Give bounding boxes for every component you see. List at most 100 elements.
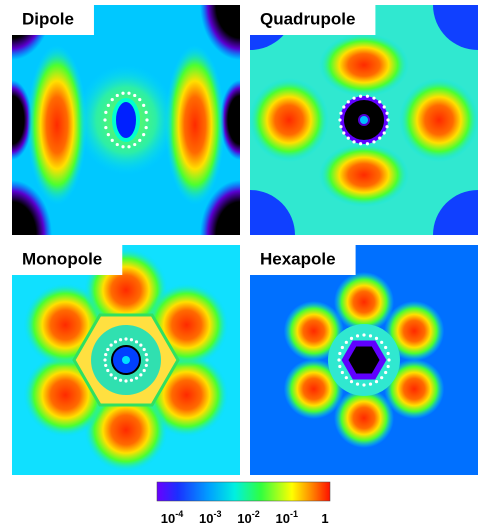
- dot: [127, 92, 130, 95]
- dot: [145, 126, 148, 129]
- dot: [145, 353, 148, 356]
- dot: [110, 344, 113, 347]
- dot: [347, 137, 350, 140]
- dot: [352, 140, 355, 143]
- dot: [366, 95, 369, 98]
- dot: [342, 131, 345, 134]
- dot: [127, 145, 130, 148]
- tick-base: 10: [237, 511, 251, 526]
- dot: [352, 97, 355, 100]
- dot: [135, 340, 138, 343]
- core-center: [359, 115, 369, 125]
- panel-label: Hexapole: [260, 249, 336, 268]
- dot: [350, 380, 353, 383]
- core: [345, 344, 383, 377]
- dot: [116, 143, 119, 146]
- dot: [124, 337, 127, 340]
- dot: [387, 365, 390, 368]
- dot: [383, 131, 386, 134]
- dot: [145, 364, 148, 367]
- dot: [133, 94, 136, 97]
- field-map: [250, 245, 478, 475]
- tick-base: 10: [161, 511, 175, 526]
- core-center: [122, 356, 130, 364]
- field-lobe: [334, 272, 394, 332]
- dot: [130, 379, 133, 382]
- dot: [104, 353, 107, 356]
- field-lobe: [319, 143, 409, 207]
- dot: [341, 346, 344, 349]
- dot: [375, 380, 378, 383]
- field-lobe: [399, 78, 479, 162]
- dot: [341, 371, 344, 374]
- dot: [386, 118, 389, 121]
- colorbar-tick-label: 10-1: [276, 509, 298, 526]
- dot: [111, 139, 114, 142]
- dot: [143, 348, 146, 351]
- colorbar-tick-label: 1: [321, 511, 328, 526]
- dot: [380, 341, 383, 344]
- dot: [104, 364, 107, 367]
- dot: [362, 383, 365, 386]
- dot: [114, 340, 117, 343]
- colorbar-tick-label: 10-4: [161, 509, 183, 526]
- figure: Dipole Quadrupole Monopole Hexapole 10-4 10-3…: [0, 0, 487, 531]
- dot: [372, 97, 375, 100]
- dot: [339, 112, 342, 115]
- colorbar: [157, 482, 330, 501]
- dot: [359, 95, 362, 98]
- dot: [378, 100, 381, 103]
- dot: [139, 344, 142, 347]
- tick-base: 10: [199, 511, 213, 526]
- dot: [362, 333, 365, 336]
- dot: [142, 133, 145, 136]
- panel-label: Monopole: [22, 249, 102, 268]
- field-map: [205, 0, 487, 280]
- dot: [375, 337, 378, 340]
- dot: [338, 118, 341, 121]
- colorbar-tick-label: 10-2: [237, 509, 259, 526]
- dot: [143, 369, 146, 372]
- tick-exponent: -2: [252, 509, 260, 519]
- dot: [138, 98, 141, 101]
- dot: [345, 341, 348, 344]
- dot: [124, 379, 127, 382]
- dot: [121, 145, 124, 148]
- dot: [383, 105, 386, 108]
- field-lobe: [334, 388, 394, 448]
- dot: [121, 92, 124, 95]
- dot: [145, 111, 148, 114]
- dot: [356, 334, 359, 337]
- dot: [372, 140, 375, 143]
- dot: [107, 104, 110, 107]
- dot: [119, 379, 122, 382]
- field-lobe: [249, 78, 329, 162]
- dot: [369, 334, 372, 337]
- panel-label: Quadrupole: [260, 9, 355, 28]
- dot: [345, 376, 348, 379]
- dot: [145, 358, 148, 361]
- dot: [116, 94, 119, 97]
- dot: [387, 358, 390, 361]
- tick-base: 1: [321, 511, 328, 526]
- dot: [385, 125, 388, 128]
- dot: [106, 369, 109, 372]
- dot: [135, 377, 138, 380]
- panel-label: Dipole: [22, 9, 74, 28]
- dot: [114, 377, 117, 380]
- dot: [338, 365, 341, 368]
- dot: [104, 126, 107, 129]
- dot: [138, 139, 141, 142]
- dot: [133, 143, 136, 146]
- dot: [103, 358, 106, 361]
- dot: [338, 352, 341, 355]
- dot: [387, 352, 390, 355]
- dot: [369, 383, 372, 386]
- dot: [107, 133, 110, 136]
- dot: [356, 383, 359, 386]
- dot: [337, 358, 340, 361]
- field-lobe: [319, 33, 409, 97]
- dot: [342, 105, 345, 108]
- dot: [119, 338, 122, 341]
- colorbar-tick-label: 10-3: [199, 509, 221, 526]
